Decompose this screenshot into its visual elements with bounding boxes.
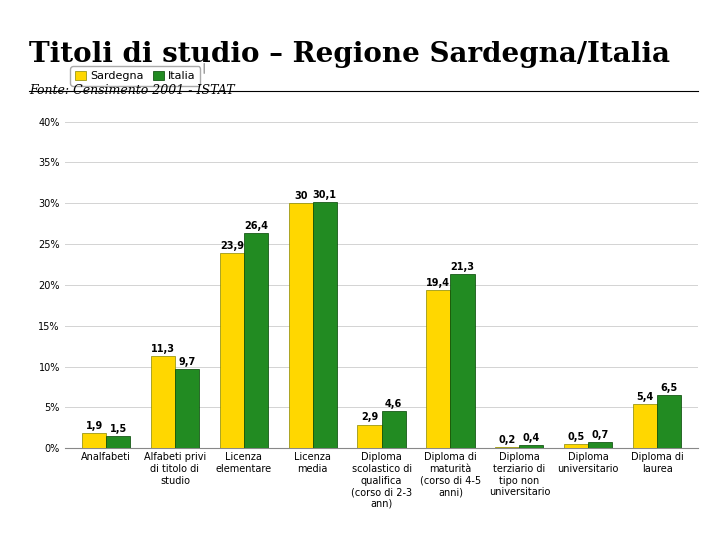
Bar [519,445,544,448]
Bar [495,447,519,448]
Text: 21,3: 21,3 [451,262,474,272]
Text: Titoli di studio – Regione Sardegna/Italia: Titoli di studio – Regione Sardegna/Ital… [29,40,670,68]
Bar [633,404,657,448]
Text: 23,9: 23,9 [220,241,244,251]
Bar [564,444,588,448]
Bar [588,442,612,448]
Bar [151,356,175,448]
Text: 0,7: 0,7 [592,430,609,441]
Bar [244,233,268,448]
Text: 30: 30 [294,191,307,201]
Text: 1,5: 1,5 [109,424,127,434]
Text: Fonte: Censimento 2001 - ISTAT: Fonte: Censimento 2001 - ISTAT [29,84,235,97]
Bar [220,253,244,448]
Bar [382,410,405,448]
Text: 0,4: 0,4 [523,433,540,443]
Text: 11,3: 11,3 [151,344,175,354]
Text: 26,4: 26,4 [244,221,268,231]
Text: 0,5: 0,5 [567,432,585,442]
Bar [657,395,681,448]
Text: 0,2: 0,2 [499,435,516,444]
Text: 30,1: 30,1 [312,191,337,200]
Text: 4,6: 4,6 [385,399,402,409]
Text: 19,4: 19,4 [426,278,451,288]
Bar [451,274,474,448]
Bar [358,424,382,448]
Text: 2,9: 2,9 [361,413,378,422]
Bar [106,436,130,448]
Text: 6,5: 6,5 [660,383,678,393]
Bar [312,202,337,448]
Bar [289,203,312,448]
Legend: Sardegna, Italia: Sardegna, Italia [71,66,200,86]
Text: 9,7: 9,7 [179,357,196,367]
Bar [175,369,199,448]
Text: 5,4: 5,4 [636,392,654,402]
Bar [82,433,106,448]
Bar [426,290,451,448]
Text: 1,9: 1,9 [86,421,103,430]
